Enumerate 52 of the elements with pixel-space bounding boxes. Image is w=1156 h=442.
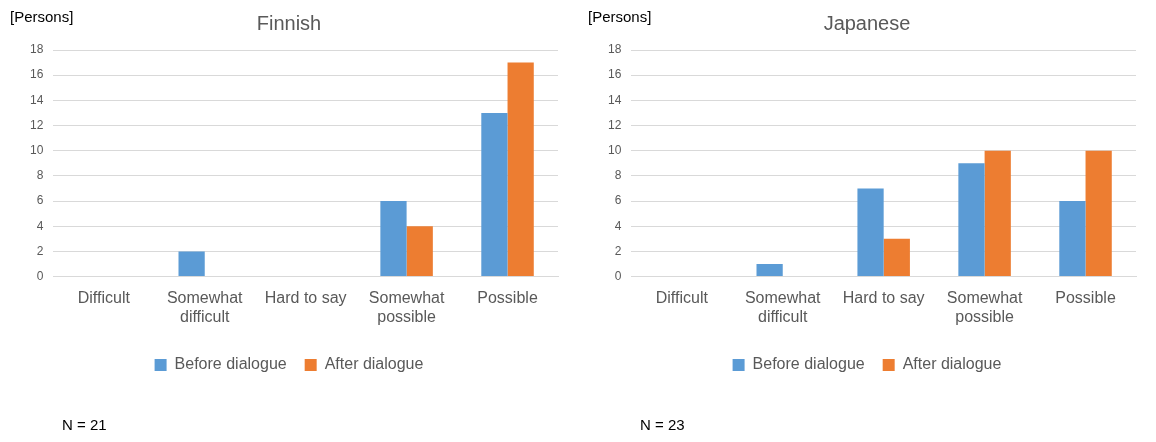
bar — [1059, 201, 1086, 277]
y-tick-label: 8 — [614, 168, 622, 183]
bar — [178, 251, 205, 277]
y-axis-title: [Persons] — [588, 8, 652, 25]
bar — [1085, 150, 1112, 277]
bar — [857, 188, 884, 277]
text: N = 23 — [640, 416, 685, 433]
chart-title: Finnish — [256, 11, 322, 34]
y-tick-label: 0 — [36, 268, 44, 283]
y-tick-label: 12 — [607, 117, 622, 132]
y-tick-label: 6 — [36, 193, 44, 208]
x-tick-label: Possible — [1055, 288, 1116, 306]
x-tick-label: Possible — [477, 288, 538, 306]
y-tick-label: 2 — [36, 243, 44, 258]
x-tick-label: Somewhat possible — [946, 288, 1023, 325]
y-tick-label: 16 — [29, 67, 44, 82]
bar — [984, 150, 1011, 277]
y-tick-label: 16 — [607, 67, 622, 82]
y-tick-label: 6 — [614, 193, 622, 208]
y-tick-label: 18 — [29, 42, 44, 57]
y-tick-label: 4 — [614, 218, 622, 233]
y-tick-label: 10 — [29, 143, 44, 158]
bar — [883, 238, 910, 277]
legend-label: After dialogue — [324, 355, 424, 373]
bar — [406, 226, 433, 277]
bar — [380, 201, 407, 277]
x-tick-label: Hard to say — [842, 288, 925, 306]
x-tick-label: Somewhat difficult — [744, 288, 822, 325]
y-tick-label: 8 — [36, 168, 44, 183]
chart-title: Japanese — [823, 11, 911, 34]
legend-label: After dialogue — [902, 355, 1002, 373]
bar — [756, 264, 783, 277]
x-tick-label: Hard to say — [264, 288, 347, 306]
y-tick-label: 10 — [607, 143, 622, 158]
y-tick-label: 12 — [29, 117, 44, 132]
y-tick-label: 0 — [614, 268, 622, 283]
y-tick-label: 14 — [29, 92, 44, 107]
bar — [507, 62, 534, 277]
x-tick-label: Difficult — [77, 288, 131, 306]
text: N = 21 — [62, 416, 107, 433]
y-tick-label: 18 — [607, 42, 622, 57]
legend-label: Before dialogue — [752, 355, 865, 373]
x-tick-label: Somewhat possible — [368, 288, 445, 325]
legend-label: Before dialogue — [174, 355, 287, 373]
y-tick-label: 2 — [614, 243, 622, 258]
x-tick-label: Somewhat difficult — [166, 288, 244, 325]
y-tick-label: 4 — [36, 218, 44, 233]
y-tick-label: 14 — [607, 92, 622, 107]
bar — [958, 163, 985, 277]
bar — [481, 112, 508, 277]
y-axis-title: [Persons] — [10, 8, 74, 25]
x-tick-label: Difficult — [655, 288, 709, 306]
